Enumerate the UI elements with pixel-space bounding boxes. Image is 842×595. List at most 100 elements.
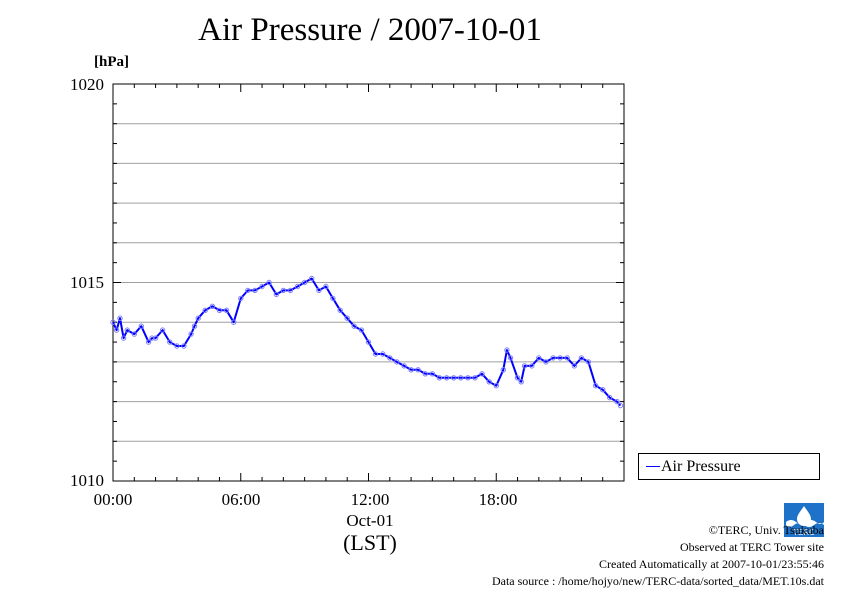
x-date-label: Oct-01	[346, 511, 394, 530]
data-point	[451, 375, 457, 381]
data-point	[259, 283, 265, 290]
data-point	[543, 359, 549, 365]
data-point	[422, 371, 428, 377]
data-point	[231, 319, 237, 325]
data-point	[380, 351, 386, 357]
x-tick-label-1800: 18:00	[478, 490, 518, 509]
data-point	[117, 315, 123, 321]
legend-label: Air Pressure	[661, 458, 741, 475]
x-axis-label: (LST)	[343, 530, 397, 555]
data-point	[223, 307, 230, 313]
data-point	[458, 375, 464, 381]
data-point	[323, 283, 329, 290]
data-point	[149, 335, 155, 341]
data-point	[585, 359, 592, 365]
data-source-text: Data source : /home/hojyo/new/TERC-data/…	[491, 574, 824, 588]
created-text: Created Automatically at 2007-10-01/23:5…	[599, 557, 824, 571]
data-point	[209, 303, 216, 309]
data-point	[521, 363, 528, 369]
y-tick-label-1010: 1010	[70, 471, 104, 490]
terc-logo-icon: TERC	[784, 503, 824, 537]
data-point	[472, 375, 478, 381]
data-point	[238, 295, 244, 302]
data-point	[593, 383, 599, 389]
data-point	[607, 394, 613, 401]
data-point	[358, 327, 365, 333]
data-point	[401, 363, 407, 369]
data-point	[273, 291, 279, 298]
data-point	[138, 323, 145, 329]
data-point	[124, 327, 131, 333]
data-point	[131, 331, 138, 337]
observed-text: Observed at TERC Tower site	[679, 540, 824, 554]
data-point	[514, 375, 521, 381]
data-point	[408, 367, 414, 373]
data-point	[167, 339, 173, 345]
data-point	[617, 402, 624, 409]
chart-title: Air Pressure / 2007-10-01	[198, 12, 542, 48]
y-axis-unit-label: [hPa]	[94, 54, 129, 70]
data-point	[536, 355, 542, 361]
data-point	[351, 323, 357, 329]
data-point	[550, 355, 556, 361]
data-point	[479, 371, 485, 377]
data-point	[394, 359, 400, 365]
x-tick-label-0600: 06:00	[221, 490, 261, 509]
legend-line-swatch	[646, 466, 660, 467]
data-point	[152, 335, 159, 341]
data-point	[387, 355, 393, 361]
data-point	[337, 307, 343, 313]
data-point	[500, 367, 506, 373]
data-point	[266, 279, 272, 286]
data-point	[120, 335, 127, 341]
data-point	[287, 287, 294, 294]
data-point	[564, 355, 570, 361]
y-tick-label-1015: 1015	[70, 273, 104, 292]
data-point	[216, 307, 223, 313]
data-point	[578, 355, 585, 361]
data-point	[493, 383, 499, 389]
data-point	[316, 287, 322, 294]
data-point	[174, 343, 180, 349]
data-point	[571, 363, 578, 369]
data-point	[365, 339, 372, 345]
data-point	[504, 347, 510, 353]
data-point	[301, 279, 308, 286]
data-point	[188, 331, 194, 337]
data-point	[465, 375, 471, 381]
data-point	[443, 375, 450, 381]
x-tick-label-0000: 00:00	[93, 490, 133, 509]
y-tick-label-1020: 1020	[70, 75, 104, 94]
data-point	[415, 367, 421, 373]
data-point	[507, 355, 514, 361]
data-point	[110, 319, 116, 325]
series-line-air-pressure	[112, 277, 622, 407]
copyright-text: ©TERC, Univ. Tsukuba	[708, 523, 824, 537]
data-point	[436, 375, 443, 381]
data-point	[614, 398, 620, 405]
data-point	[486, 379, 492, 385]
data-point	[518, 379, 524, 385]
data-point	[294, 283, 301, 290]
data-point	[195, 315, 201, 321]
data-point	[159, 327, 166, 333]
data-point	[145, 339, 152, 345]
data-point	[191, 323, 198, 329]
data-point	[252, 287, 258, 294]
data-point	[529, 363, 535, 369]
data-point	[372, 351, 379, 357]
logo-text: TERC	[793, 528, 815, 537]
data-point	[113, 327, 120, 333]
data-point	[429, 371, 436, 377]
credits-block: ©TERC, Univ. Tsukuba Observed at TERC To…	[492, 522, 824, 590]
data-point	[280, 287, 286, 294]
data-point	[202, 307, 208, 313]
data-point	[330, 295, 336, 302]
data-point	[344, 315, 350, 321]
data-point	[309, 275, 315, 282]
data-point	[245, 287, 251, 294]
data-point	[557, 355, 563, 361]
data-point	[600, 387, 606, 393]
legend: Air Pressure	[638, 453, 820, 480]
